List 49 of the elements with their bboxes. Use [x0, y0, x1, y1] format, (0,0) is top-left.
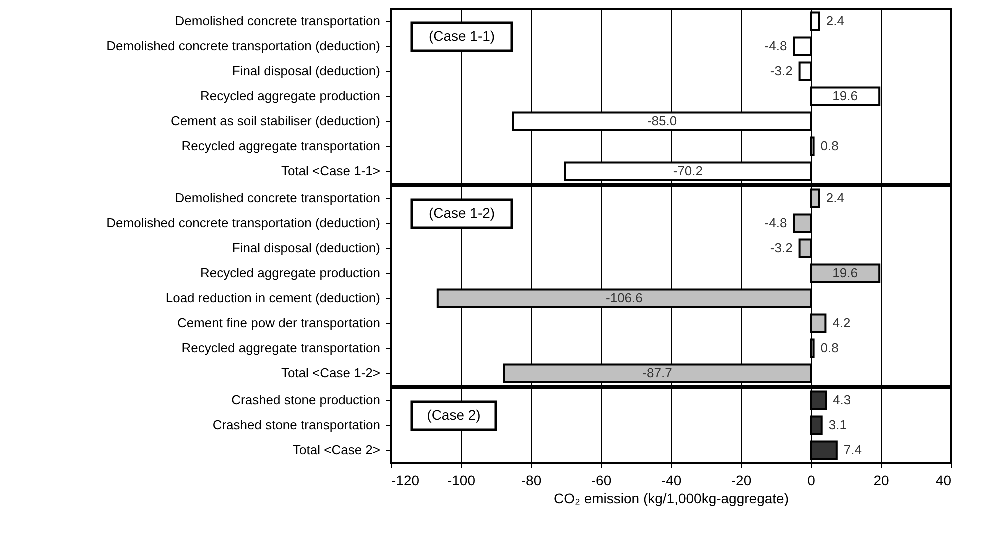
data-label: -70.2 [673, 164, 703, 178]
data-label: -106.6 [606, 290, 643, 306]
annotation: (Case 1-1) [428, 28, 496, 44]
y-tick-label: Total <Case 1-2> [281, 366, 380, 380]
data-label: -3.2 [770, 240, 793, 256]
y-tick-label: Final disposal (deduction) [232, 64, 380, 78]
x-axis-title: CO₂ emission (kg/1,000kg-aggregate) [554, 490, 789, 506]
y-tick-label: Cement as soil stabiliser (deduction) [170, 114, 380, 128]
data-label: 0.8 [820, 138, 839, 154]
data-label: -85.0 [647, 114, 678, 128]
x-tick-label: 20 [874, 472, 890, 488]
data-label: 4.2 [832, 316, 851, 330]
y-tick-label: Crashed stone production [232, 392, 380, 408]
data-label: -3.2 [770, 64, 793, 78]
y-tick-label: Total <Case 2> [293, 442, 380, 458]
data-label: -4.8 [764, 38, 788, 54]
y-tick-label: Recycled aggregate transportation [182, 138, 380, 154]
data-label: 19.6 [832, 266, 858, 280]
x-tick-label: -120 [392, 472, 420, 488]
data-label: 0.8 [820, 340, 839, 356]
annotation: (Case 2) [427, 407, 481, 423]
data-label: -87.7 [642, 366, 672, 380]
data-label: 3.1 [828, 418, 847, 432]
data-label: 2.4 [826, 14, 844, 28]
y-tick-label: Total <Case 1-1> [281, 164, 380, 178]
y-tick-label: Demolished concrete transportation (deduction) [106, 38, 380, 54]
y-tick-label: Recycled aggregate transportation [182, 340, 380, 356]
x-tick-label: -100 [447, 472, 476, 488]
y-tick-label: Cement fine pow der transportation [177, 316, 380, 330]
y-tick-label: Recycled aggregate production [200, 266, 380, 280]
y-tick-label: Demolished concrete transportation [175, 14, 380, 28]
x-tick-label: 40 [936, 472, 952, 488]
data-label: 7.4 [844, 442, 862, 458]
x-tick-label: -80 [521, 472, 542, 488]
x-tick-label: -40 [661, 472, 682, 488]
y-tick-label: Load reduction in cement (deduction) [166, 290, 380, 306]
y-tick-label: Final disposal (deduction) [232, 240, 380, 256]
y-tick-label: Recycled aggregate production [200, 88, 380, 104]
y-tick-label: Demolished concrete transportation (deduction) [106, 216, 380, 230]
data-label: 19.6 [832, 88, 858, 104]
data-label: 2.4 [826, 190, 844, 206]
x-tick-label: 0 [808, 472, 816, 488]
annotation: (Case 1-2) [428, 205, 496, 221]
y-tick-label: Crashed stone transportation [212, 418, 380, 432]
x-tick-label: -20 [731, 472, 752, 488]
x-tick-label: -60 [591, 472, 612, 488]
data-label: -4.8 [764, 216, 788, 230]
y-tick-label: Demolished concrete transportation [175, 190, 380, 206]
data-label: 4.3 [833, 392, 852, 408]
